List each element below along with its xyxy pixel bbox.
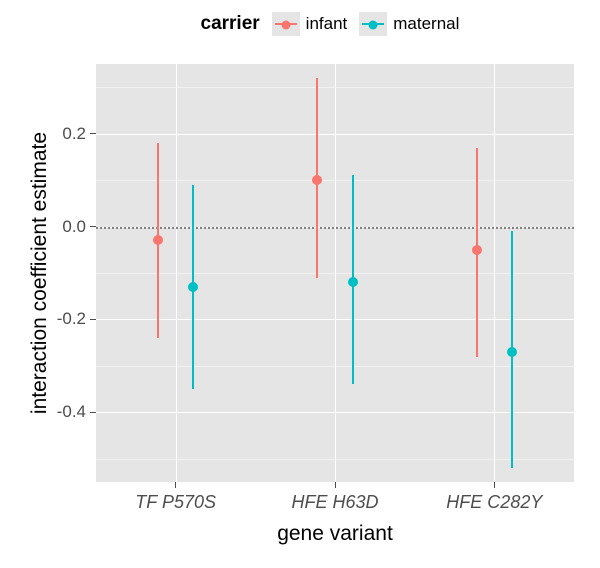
y-tick-mark bbox=[90, 226, 96, 227]
y-axis-title: interaction coefficient estimate bbox=[28, 64, 52, 482]
legend-swatch bbox=[272, 12, 300, 36]
y-tick-mark bbox=[90, 133, 96, 134]
legend-line-icon bbox=[275, 23, 297, 25]
zero-reference-line bbox=[96, 227, 574, 229]
legend-item-label: maternal bbox=[393, 14, 459, 34]
legend-line-icon bbox=[362, 23, 384, 25]
estimate-dot bbox=[188, 282, 198, 292]
x-tick-mark bbox=[175, 482, 176, 488]
x-tick-label: HFE C282Y bbox=[446, 492, 542, 513]
y-tick-mark bbox=[90, 412, 96, 413]
x-tick-mark bbox=[335, 482, 336, 488]
legend: carrier infant maternal bbox=[201, 12, 460, 36]
legend-item: infant bbox=[272, 12, 348, 36]
x-tick-label: HFE H63D bbox=[291, 492, 378, 513]
legend-title: carrier bbox=[201, 13, 260, 35]
chart-root: carrierinfantmaternal-0.4-0.20.00.2inter… bbox=[0, 0, 600, 568]
estimate-dot bbox=[312, 175, 322, 185]
legend-item: maternal bbox=[359, 12, 459, 36]
estimate-dot bbox=[472, 245, 482, 255]
legend-item-label: infant bbox=[306, 14, 348, 34]
legend-dot-icon bbox=[281, 21, 290, 30]
x-axis-title: gene variant bbox=[96, 522, 574, 546]
estimate-dot bbox=[507, 347, 517, 357]
x-tick-label: TF P570S bbox=[135, 492, 216, 513]
gridline-major-v bbox=[176, 64, 177, 482]
estimate-dot bbox=[153, 235, 163, 245]
gridline-major-v bbox=[335, 64, 336, 482]
estimate-dot bbox=[348, 277, 358, 287]
legend-swatch bbox=[359, 12, 387, 36]
plot-panel bbox=[96, 64, 574, 482]
legend-dot-icon bbox=[369, 21, 378, 30]
gridline-major-v bbox=[494, 64, 495, 482]
y-tick-mark bbox=[90, 319, 96, 320]
x-tick-mark bbox=[494, 482, 495, 488]
